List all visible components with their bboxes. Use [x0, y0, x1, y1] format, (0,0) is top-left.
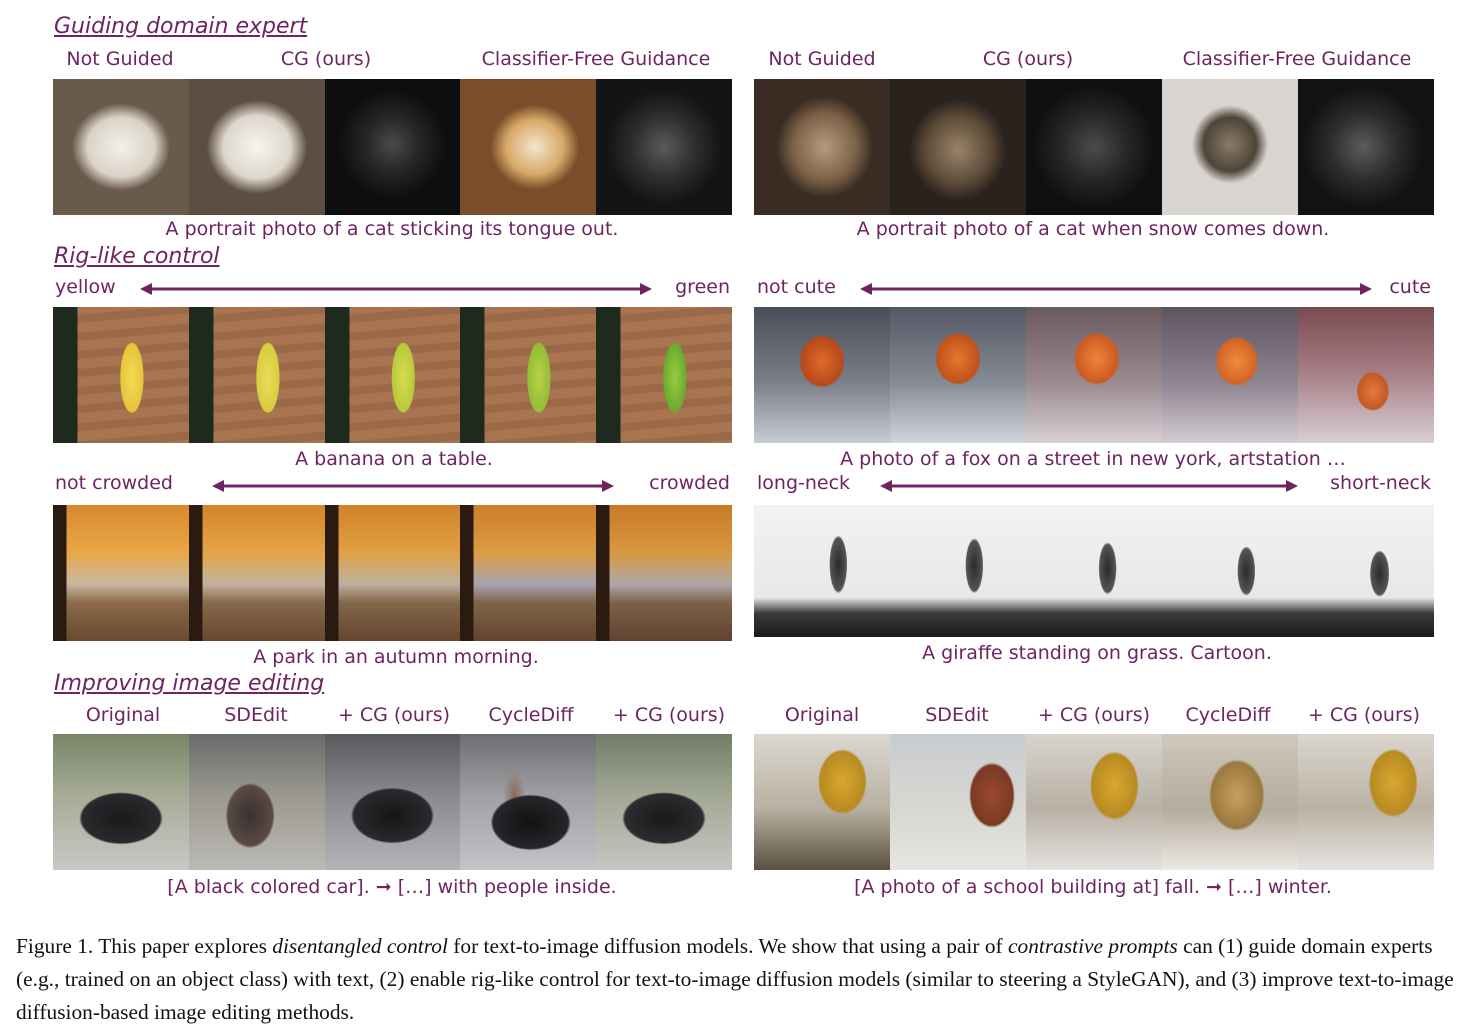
- image-strip-school: [754, 734, 1434, 870]
- caption-fox: A photo of a fox on a street in new york…: [840, 448, 1346, 470]
- label-sdedit-cg-right: + CG (ours): [1037, 704, 1151, 726]
- label-not-crowded: not crowded: [55, 472, 173, 494]
- image-banana-5: [596, 307, 732, 443]
- label-sdedit-left: SDEdit: [224, 704, 288, 726]
- label-cg-left: CG (ours): [280, 48, 372, 70]
- image-cat-snow-cfg: [1162, 79, 1298, 215]
- image-strip-car: [53, 734, 732, 870]
- caption-car: [A black colored car]. ➞ […] with people…: [167, 876, 617, 898]
- image-banana-4: [460, 307, 597, 443]
- caption-park: A park in an autumn morning.: [253, 646, 539, 668]
- image-cat-tongue-cg-diff: [324, 79, 461, 215]
- label-yellow: yellow: [55, 276, 116, 298]
- section-title-guiding: Guiding domain expert: [54, 14, 308, 39]
- image-fox-1: [754, 307, 890, 443]
- label-crowded: crowded: [649, 472, 730, 494]
- image-fox-4: [1162, 307, 1298, 443]
- image-cat-tongue-cg: [188, 79, 325, 215]
- label-sdedit-cg-left: + CG (ours): [337, 704, 451, 726]
- image-car-original: [53, 734, 189, 870]
- image-car-sdedit: [188, 734, 325, 870]
- slider-arrow-park: [212, 480, 614, 492]
- image-car-sdedit-cg: [324, 734, 461, 870]
- image-cat-tongue-cfg-diff: [596, 79, 732, 215]
- image-cat-snow-cg-diff: [1026, 79, 1162, 215]
- image-giraffe-2: [890, 505, 1026, 637]
- figure-caption: Figure 1. This paper explores disentangl…: [16, 930, 1472, 1029]
- image-car-cyclediff-cg: [596, 734, 732, 870]
- image-park-1: [53, 505, 189, 641]
- figure-caption-part3: can (1) guide domain experts (e.g., trai…: [16, 934, 1454, 1024]
- label-cfg-left: Classifier-Free Guidance: [481, 48, 711, 70]
- caption-school: [A photo of a school building at] fall. …: [854, 876, 1332, 898]
- image-giraffe-3: [1026, 505, 1162, 637]
- image-cat-snow-cg: [890, 79, 1026, 215]
- figure-caption-emphasis1: disentangled control: [272, 934, 448, 958]
- image-strip-banana: [53, 307, 732, 443]
- slider-arrow-fox: [860, 283, 1372, 295]
- image-banana-3: [324, 307, 461, 443]
- image-park-4: [460, 505, 597, 641]
- image-cat-tongue-cfg: [460, 79, 597, 215]
- image-school-cyclediff: [1162, 734, 1298, 870]
- image-strip-park: [53, 505, 732, 641]
- slider-arrow-banana: [140, 283, 652, 295]
- label-cfg-right: Classifier-Free Guidance: [1182, 48, 1412, 70]
- image-cat-snow-not-guided: [754, 79, 890, 215]
- image-strip-giraffe: [754, 505, 1434, 637]
- figure-caption-part1: Figure 1. This paper explores: [16, 934, 273, 958]
- label-original-right: Original: [784, 704, 860, 726]
- image-strip-cat-tongue: [53, 79, 732, 215]
- label-short-neck: short-neck: [1330, 472, 1431, 494]
- section-title-editing: Improving image editing: [54, 671, 325, 696]
- image-park-3: [324, 505, 461, 641]
- image-giraffe-4: [1162, 505, 1298, 637]
- label-cg-right: CG (ours): [982, 48, 1074, 70]
- image-car-cyclediff: [460, 734, 597, 870]
- label-not-cute: not cute: [757, 276, 836, 298]
- image-school-sdedit: [890, 734, 1026, 870]
- image-giraffe-1: [754, 505, 890, 637]
- figure-caption-emphasis2: contrastive prompts: [1008, 934, 1178, 958]
- label-cyclediff-right: CycleDiff: [1185, 704, 1271, 726]
- caption-cat-tongue: A portrait photo of a cat sticking its t…: [165, 218, 619, 240]
- image-strip-cat-snow: [754, 79, 1434, 215]
- label-long-neck: long-neck: [757, 472, 851, 494]
- label-green: green: [675, 276, 730, 298]
- caption-giraffe: A giraffe standing on grass. Cartoon.: [922, 642, 1272, 664]
- label-cyclediff-cg-right: + CG (ours): [1307, 704, 1421, 726]
- image-school-sdedit-cg: [1026, 734, 1162, 870]
- caption-cat-snow: A portrait photo of a cat when snow come…: [856, 218, 1330, 240]
- image-school-cyclediff-cg: [1298, 734, 1434, 870]
- image-cat-snow-cfg-diff: [1298, 79, 1434, 215]
- image-strip-fox: [754, 307, 1434, 443]
- image-fox-2: [890, 307, 1026, 443]
- caption-banana: A banana on a table.: [295, 448, 493, 470]
- image-banana-1: [53, 307, 189, 443]
- label-sdedit-right: SDEdit: [925, 704, 989, 726]
- image-school-original: [754, 734, 890, 870]
- image-fox-5: [1298, 307, 1434, 443]
- image-cat-tongue-not-guided: [53, 79, 189, 215]
- image-fox-3: [1026, 307, 1162, 443]
- figure-caption-part2: for text-to-image diffusion models. We s…: [447, 934, 1008, 958]
- label-not-guided-right: Not Guided: [768, 48, 876, 70]
- slider-arrow-giraffe: [880, 480, 1298, 492]
- label-cute: cute: [1389, 276, 1431, 298]
- label-original-left: Original: [85, 704, 161, 726]
- label-not-guided-left: Not Guided: [66, 48, 174, 70]
- section-title-rig: Rig-like control: [54, 244, 220, 269]
- image-park-2: [188, 505, 325, 641]
- image-giraffe-5: [1298, 505, 1434, 637]
- image-park-5: [596, 505, 732, 641]
- image-banana-2: [188, 307, 325, 443]
- label-cyclediff-left: CycleDiff: [488, 704, 574, 726]
- label-cyclediff-cg-left: + CG (ours): [612, 704, 726, 726]
